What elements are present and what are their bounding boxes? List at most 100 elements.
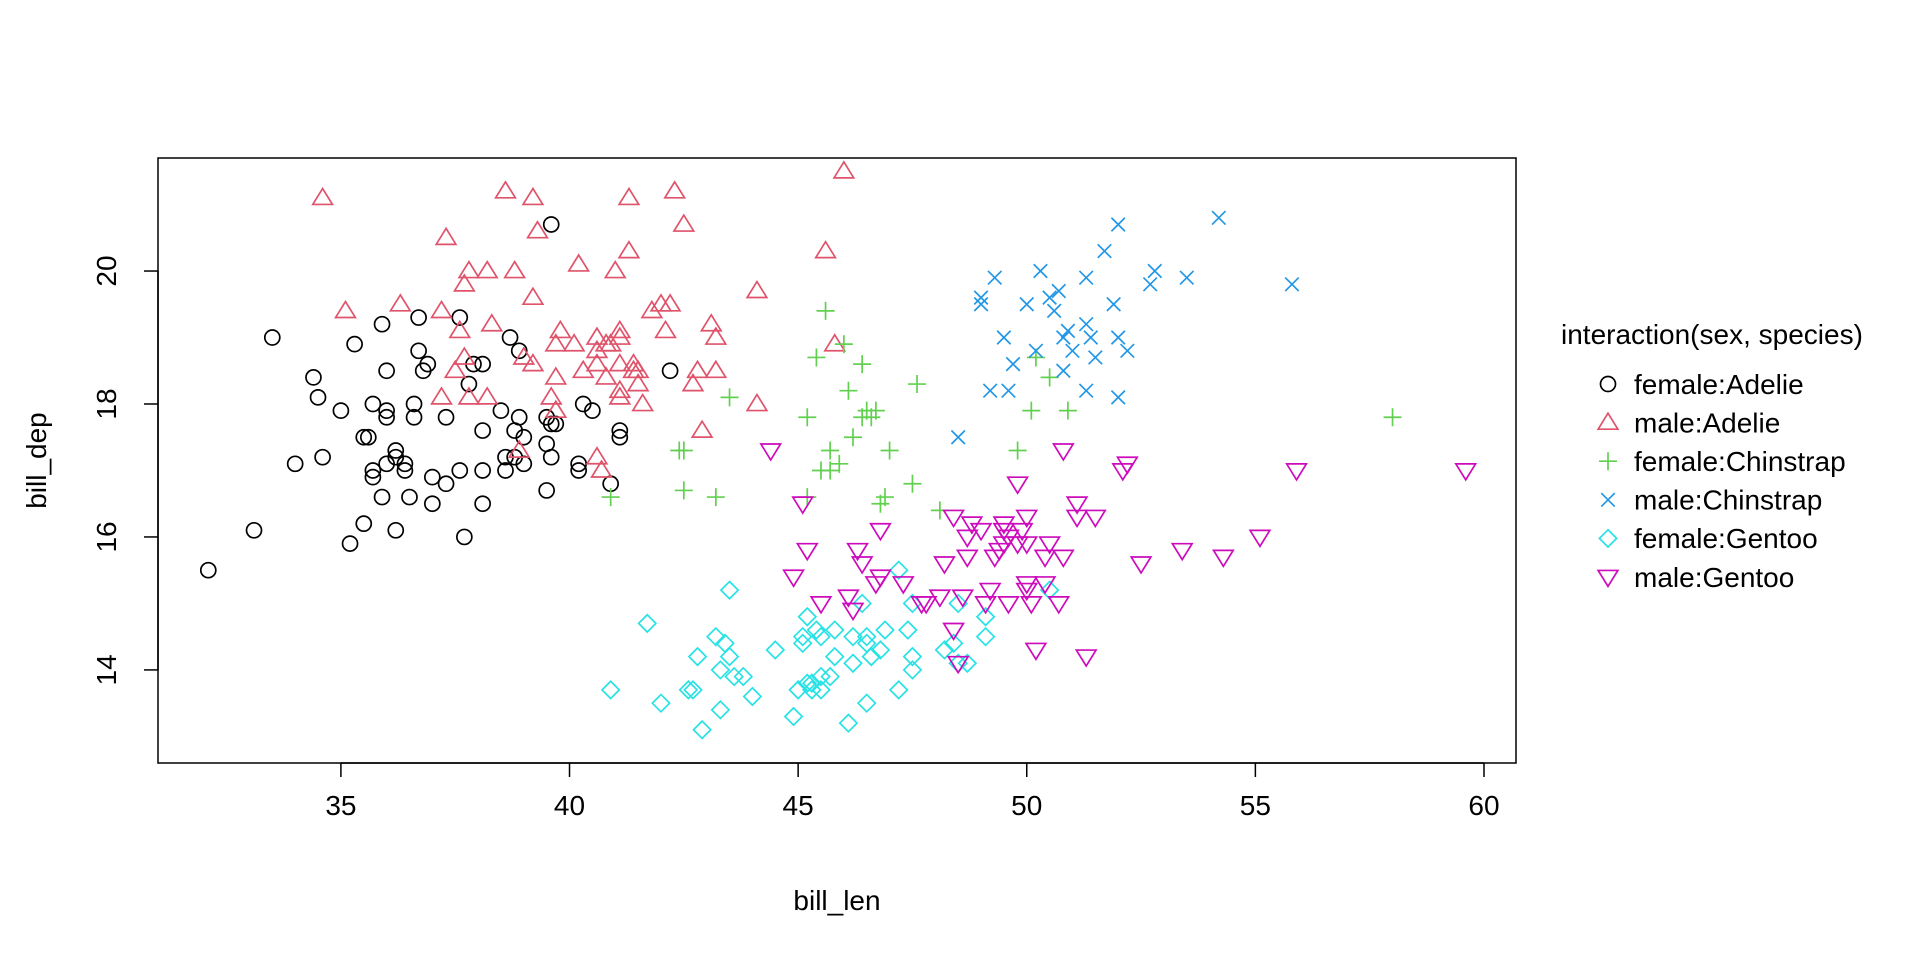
- data-point: [957, 653, 978, 674]
- data-point: [457, 386, 481, 405]
- data-point: [1065, 343, 1080, 359]
- data-point: [704, 359, 728, 379]
- data-point: [797, 673, 818, 694]
- data-point: [1015, 576, 1039, 595]
- data-point: [806, 620, 827, 640]
- data-point: [1179, 270, 1195, 286]
- data-point: [373, 315, 391, 333]
- data-point: [544, 333, 568, 352]
- data-point: [888, 680, 909, 700]
- data-point: [359, 428, 377, 446]
- data-point: [355, 515, 373, 533]
- data-point: [1051, 283, 1067, 299]
- data-point: [658, 293, 682, 312]
- data-point: [443, 359, 467, 379]
- data-point: [396, 462, 414, 479]
- data-point: [1170, 542, 1194, 562]
- data-point: [448, 319, 472, 339]
- data-point: [510, 342, 528, 360]
- data-point: [611, 422, 629, 439]
- plot-frame: [157, 157, 1517, 764]
- data-point: [811, 626, 831, 647]
- legend-title: interaction(sex, species): [1561, 319, 1863, 350]
- data-point: [948, 593, 968, 614]
- data-point: [1024, 642, 1048, 661]
- data-point: [562, 333, 586, 352]
- data-point: [544, 399, 568, 419]
- data-point: [699, 313, 723, 332]
- data-point: [955, 529, 979, 548]
- data-point: [311, 186, 334, 206]
- data-point: [1015, 536, 1039, 555]
- data-point: [601, 488, 620, 507]
- data-point: [423, 468, 441, 486]
- data-point: [982, 383, 998, 399]
- data-point: [1019, 296, 1035, 312]
- x-tick-label: 40: [554, 790, 585, 821]
- data-point: [1119, 343, 1135, 359]
- data-point: [821, 461, 840, 480]
- data-point: [608, 379, 632, 399]
- data-point: [1074, 649, 1098, 668]
- data-point: [590, 459, 613, 478]
- data-point: [710, 699, 731, 720]
- data-point: [839, 381, 858, 400]
- data-point: [876, 488, 895, 507]
- data-point: [843, 626, 863, 647]
- data-point: [683, 680, 703, 700]
- data-point: [902, 660, 923, 680]
- data-point: [1033, 263, 1048, 279]
- data-point: [928, 589, 952, 608]
- x-tick-label: 35: [325, 790, 356, 821]
- data-point: [798, 408, 817, 427]
- data-point: [853, 355, 872, 374]
- data-point: [457, 260, 481, 279]
- data-point: [1019, 596, 1043, 615]
- data-point: [434, 226, 458, 246]
- data-point: [608, 386, 632, 405]
- data-point: [1211, 549, 1235, 568]
- data-point: [452, 346, 476, 365]
- data-point: [880, 441, 899, 460]
- data-point: [934, 640, 955, 660]
- data-point: [199, 561, 217, 579]
- data-point: [567, 253, 591, 272]
- data-point: [942, 509, 965, 529]
- data-point: [1078, 383, 1094, 399]
- legend-marker: [1599, 452, 1617, 471]
- data-point: [585, 446, 609, 465]
- data-point: [286, 455, 304, 473]
- data-point: [742, 686, 763, 707]
- data-point: [1008, 441, 1027, 460]
- data-point: [1051, 443, 1075, 462]
- data-point: [792, 626, 813, 647]
- data-point: [1065, 509, 1089, 529]
- data-point: [942, 622, 965, 642]
- data-point: [943, 633, 964, 654]
- data-point: [902, 646, 923, 667]
- data-point: [674, 441, 693, 460]
- data-point: [719, 580, 740, 600]
- data-point: [1055, 363, 1071, 379]
- data-point: [640, 299, 664, 319]
- data-point: [960, 516, 984, 535]
- data-point: [933, 556, 956, 575]
- data-point: [654, 319, 677, 339]
- data-point: [1083, 509, 1107, 529]
- data-point: [834, 335, 853, 354]
- y-tick-label: 20: [91, 255, 122, 286]
- data-point: [603, 260, 627, 279]
- data-point: [1022, 401, 1041, 420]
- data-point: [334, 299, 357, 319]
- data-point: [661, 362, 679, 380]
- data-point: [474, 495, 491, 513]
- data-point: [811, 680, 831, 700]
- data-point: [460, 375, 478, 393]
- legend: interaction(sex, species) female:Adelie m…: [1561, 319, 1863, 593]
- data-point: [830, 454, 849, 473]
- data-point: [1055, 330, 1071, 345]
- data-point: [869, 522, 892, 542]
- data-point: [387, 442, 405, 459]
- data-point: [355, 428, 373, 446]
